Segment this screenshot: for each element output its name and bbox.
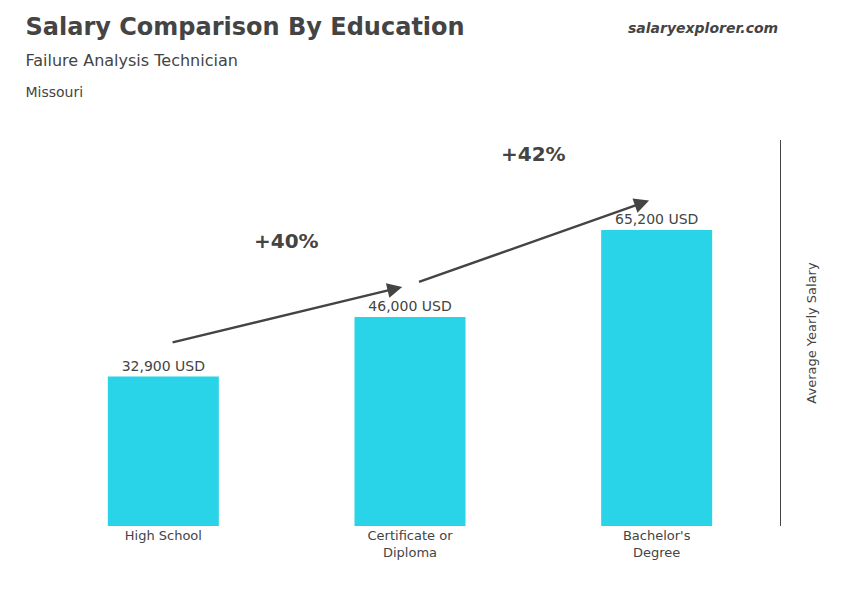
- svg-text:High School: High School: [125, 528, 202, 543]
- svg-text:Certificate orDiploma: Certificate orDiploma: [368, 528, 454, 560]
- svg-text:+40%: +40%: [254, 229, 319, 253]
- svg-text:65,200 USD: 65,200 USD: [615, 211, 698, 227]
- svg-text:32,900 USD: 32,900 USD: [122, 358, 205, 374]
- svg-text:Average Yearly Salary: Average Yearly Salary: [804, 262, 819, 404]
- svg-text:Salary Comparison By Education: Salary Comparison By EducationFailure An…: [26, 13, 465, 100]
- svg-text:salaryexplorer.com: salaryexplorer.com: [628, 20, 778, 36]
- svg-text:46,000 USD: 46,000 USD: [368, 298, 451, 314]
- svg-text:Bachelor'sDegree: Bachelor'sDegree: [623, 528, 691, 560]
- svg-text:+42%: +42%: [501, 142, 566, 166]
